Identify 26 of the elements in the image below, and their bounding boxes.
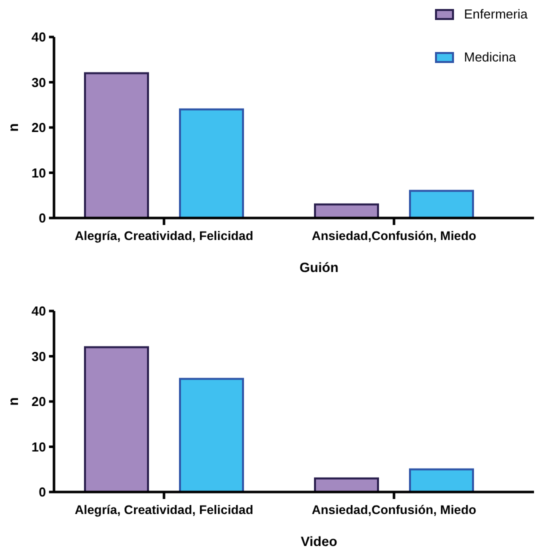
y-tick-label: 10 [32,165,46,180]
y-tick-label: 30 [32,348,46,364]
y-tick-label: 0 [38,484,46,500]
x-tick-label: Alegría, Creatividad, Felicidad [74,229,254,243]
legend-label: Medicina [464,50,517,65]
y-tick-label: 20 [32,120,46,136]
bar [409,468,474,493]
bar [179,108,244,219]
y-tick-label: 0 [38,210,46,226]
y-tick-label: 40 [32,304,46,319]
x-tick-label: Ansiedad,Confusión, Miedo [312,503,477,517]
bar [84,72,149,219]
x-tick-label: Alegría, Creatividad, Felicidad [74,503,254,517]
x-tick-label: Ansiedad,Confusión, Miedo [312,229,477,243]
y-tick-label: 10 [32,439,46,454]
y-tick-label: 40 [32,30,46,45]
legend-label: Enfermeria [464,6,528,22]
y-tick-label: 20 [32,394,46,410]
bar [179,378,244,493]
x-axis-title: Video [300,534,338,549]
bar [409,190,474,219]
y-axis-title: n [5,123,21,132]
y-axis-title: n [5,397,21,406]
x-axis-title: Guión [300,260,338,275]
bar [84,346,149,493]
y-tick-label: 30 [32,74,46,90]
